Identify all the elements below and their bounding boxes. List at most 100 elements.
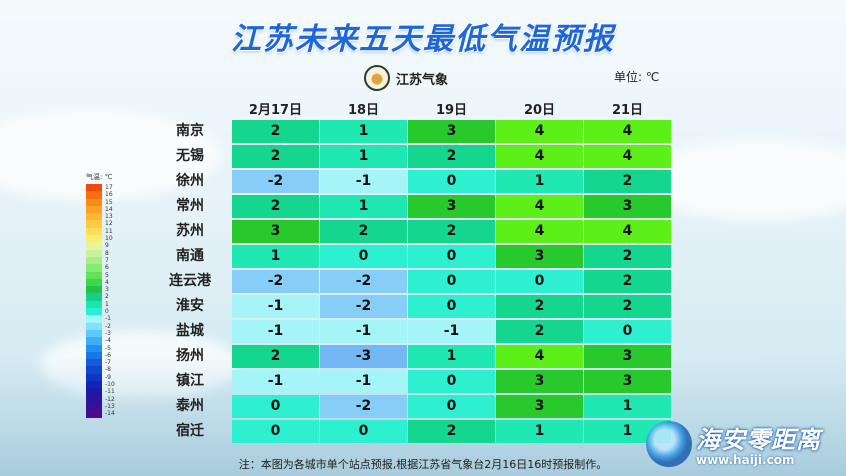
temperature-cell: 4 [496, 345, 583, 368]
watermark-logo-icon [646, 420, 692, 467]
city-name: 扬州 [176, 348, 204, 364]
legend-item: -7 [86, 359, 120, 367]
date-header: 20日 [523, 102, 556, 118]
legend-item: -3 [86, 329, 120, 338]
temperature-cell: 0 [408, 295, 495, 318]
temperature-cell: 3 [584, 345, 671, 368]
temperature-cell: 2 [584, 245, 671, 268]
legend-swatch [86, 293, 102, 301]
legend-item: 8 [86, 249, 120, 257]
legend-label: -4 [105, 337, 111, 345]
temperature-cell: 0 [584, 320, 671, 343]
legend-item: -8 [86, 366, 120, 374]
city-name: 宿迁 [176, 423, 204, 439]
watermark-name: 海安零距离 [696, 426, 821, 454]
table-row: 淮安 -1 -2 0 2 2 [148, 295, 672, 318]
temperature-cell: 1 [496, 420, 583, 443]
legend-swatch [86, 278, 102, 287]
table-row: 徐州 -2 -1 0 1 2 [148, 170, 672, 193]
temperature-cell: 2 [232, 145, 319, 168]
temperature-cell: 4 [584, 120, 671, 143]
legend-item: 13 [86, 213, 120, 221]
legend-label: 3 [105, 286, 109, 294]
legend-item: 15 [86, 198, 120, 206]
city-name: 无锡 [176, 148, 204, 164]
temperature-cell: -1 [408, 320, 495, 343]
temperature-cell: 0 [232, 420, 319, 443]
temperature-cell: 2 [584, 270, 671, 293]
footnote: 注：本图为各城市单个站点预报,根据江苏省气象台2月16日16时预报制作。 [238, 458, 608, 471]
table-row: 苏州 3 2 2 4 4 [148, 220, 672, 243]
legend-swatch [86, 191, 102, 199]
legend-label: -7 [105, 359, 111, 367]
legend-swatch [86, 264, 102, 272]
temperature-cell: 3 [232, 220, 319, 243]
temperature-cell: 2 [232, 120, 319, 143]
legend-item: -9 [86, 373, 120, 382]
legend-swatch [86, 366, 102, 374]
legend-label: 5 [105, 271, 109, 279]
legend-label: -12 [105, 395, 115, 403]
legend-item: 17 [86, 184, 120, 192]
forecast-table: 2月17日 18日 19日 20日 21日 南京 2 1 3 4 4 无锡 2 1 2 4 4 徐州 -2… [148, 96, 672, 445]
temperature-cell: 4 [584, 145, 671, 168]
legend-item: -6 [86, 351, 120, 360]
legend-swatch [86, 329, 102, 338]
legend-swatch [86, 242, 102, 250]
temperature-cell: 3 [496, 245, 583, 268]
temperature-cell: 3 [496, 370, 583, 393]
temperature-cell: 1 [232, 245, 319, 268]
legend-label: 11 [105, 227, 113, 235]
temperature-cell: 0 [408, 370, 495, 393]
legend-swatch [86, 198, 102, 206]
logo-text: 江苏气象 [396, 72, 449, 88]
legend-label: 6 [105, 264, 109, 272]
temperature-cell: 2 [232, 345, 319, 368]
color-legend: 气温: ℃ 17 16 15 14 13 12 11 10 9 8 7 6 5 4 3 2 1 0 -1 -2 -3 -4… [86, 172, 120, 418]
temperature-cell: 2 [584, 170, 671, 193]
legend-item: -11 [86, 388, 120, 396]
temperature-cell: 4 [584, 220, 671, 243]
table-row: 无锡 2 1 2 4 4 [148, 145, 672, 168]
temperature-cell: 0 [408, 270, 495, 293]
temperature-cell: 0 [408, 245, 495, 268]
watermark-url: www.haiji.com [696, 453, 795, 467]
legend-swatch [86, 373, 102, 382]
table-body: 南京 2 1 3 4 4 无锡 2 1 2 4 4 徐州 -2 -1 0 1 2 常州 2 1 3 4 3 苏州 3 2 2 4 4 南通 1… [148, 120, 672, 443]
table-row: 常州 2 1 3 4 3 [148, 195, 672, 218]
temperature-cell: 3 [584, 370, 671, 393]
legend-item: 0 [86, 308, 120, 316]
legend-item: 6 [86, 264, 120, 272]
legend-label: 2 [105, 293, 109, 301]
legend-label: -3 [105, 329, 111, 337]
legend-swatch [86, 395, 102, 403]
table-row: 扬州 2 -3 1 4 3 [148, 345, 672, 368]
legend-swatch [86, 322, 102, 330]
temperature-cell: 1 [496, 170, 583, 193]
legend-item: 3 [86, 286, 120, 294]
date-header: 19日 [435, 102, 468, 118]
temperature-cell: -2 [320, 270, 407, 293]
legend-swatch [86, 249, 102, 257]
legend-label: 10 [105, 235, 113, 243]
table-row: 泰州 0 -2 0 3 1 [148, 395, 672, 418]
legend-label: 12 [105, 220, 113, 228]
legend-label: 17 [105, 184, 113, 191]
temperature-cell: 1 [320, 195, 407, 218]
temperature-cell: 1 [408, 345, 495, 368]
temperature-cell: -2 [320, 395, 407, 418]
temperature-cell: -2 [232, 170, 319, 193]
temperature-cell: 3 [584, 195, 671, 218]
legend-swatch [86, 315, 102, 323]
table-row: 南京 2 1 3 4 4 [148, 120, 672, 143]
legend-item: 7 [86, 256, 120, 265]
table-row: 镇江 -1 -1 0 3 3 [148, 370, 672, 393]
temperature-cell: 1 [584, 395, 671, 418]
legend-label: 4 [105, 278, 109, 286]
temperature-cell: 2 [408, 420, 495, 443]
unit-label: 单位: ℃ [614, 70, 660, 84]
legend-item: 5 [86, 271, 120, 279]
legend-swatch [86, 256, 102, 265]
date-header: 2月17日 [248, 102, 303, 118]
city-name: 常州 [176, 198, 204, 214]
